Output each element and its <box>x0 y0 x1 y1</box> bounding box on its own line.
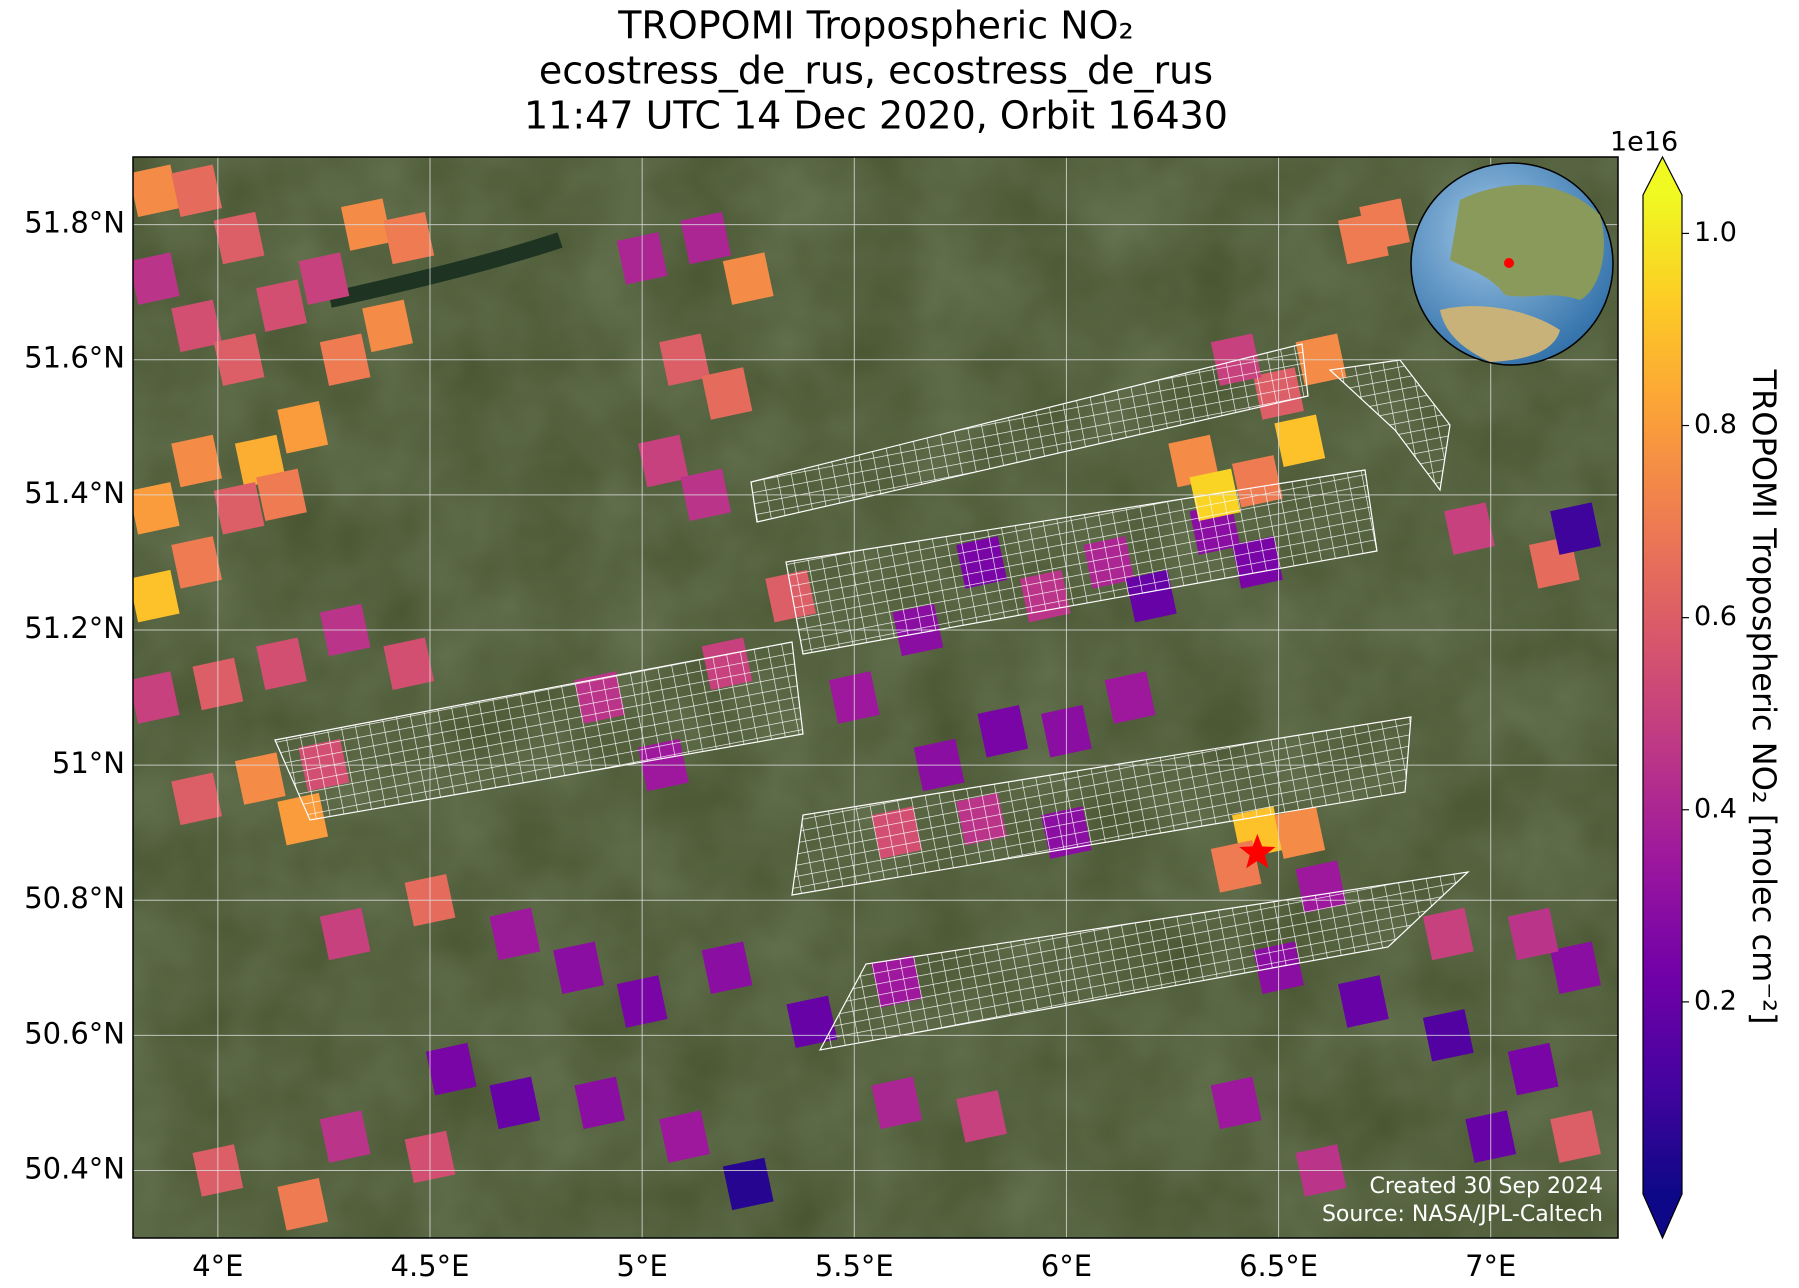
no2-pixel <box>701 941 753 994</box>
footprint <box>274 641 804 821</box>
globe-marker <box>1504 258 1514 268</box>
no2-pixel <box>133 164 180 218</box>
land <box>1440 306 1560 362</box>
x-tick-label: 5.5°E <box>815 1249 894 1283</box>
colorbar: 0.2 0.4 0.6 0.8 1.0 1e16 TROPOMI Tropospheric … <box>1610 127 1783 1240</box>
no2-pixel <box>298 252 350 305</box>
title-line: TROPOMI Tropospheric NO₂ <box>617 4 1134 48</box>
colorbar-outline <box>1642 155 1683 1240</box>
no2-pixel <box>319 907 371 961</box>
no2-pixel <box>489 1076 541 1130</box>
ecostress-footprints <box>274 343 1470 1051</box>
no2-pixel <box>659 1110 710 1163</box>
x-tick-label: 6°E <box>1041 1249 1092 1283</box>
no2-pixel <box>1104 671 1156 724</box>
no2-pixel <box>1507 907 1559 961</box>
no2-pixel <box>637 434 689 488</box>
y-tick-label: 50.4°N <box>24 1151 125 1185</box>
no2-pixel <box>574 1076 626 1130</box>
no2-pixel <box>1210 1076 1262 1130</box>
no2-pixel <box>277 1177 329 1231</box>
colorbar-extend-bottom <box>1643 1194 1682 1238</box>
no2-pixel <box>234 752 286 805</box>
no2-pixel <box>256 637 307 690</box>
no2-pixel <box>1550 941 1601 994</box>
no2-pixel <box>722 252 774 305</box>
map-area <box>133 157 1618 1238</box>
no2-pixel <box>362 299 413 353</box>
annotation: Source: NASA/JPL-Caltech <box>1322 1202 1603 1227</box>
river <box>328 232 563 308</box>
x-tick-label: 6.5°E <box>1239 1249 1318 1283</box>
no2-pixel <box>171 299 223 353</box>
footprint <box>791 716 1412 896</box>
y-tick-label: 51°N <box>52 746 125 780</box>
colorbar-tick-label: 1.0 <box>1694 217 1737 248</box>
colorbar-label: TROPOMI Tropospheric NO₂ [molec cm⁻²] <box>1745 369 1783 1025</box>
colorbar-tick-label: 0.6 <box>1694 601 1737 632</box>
no2-pixel <box>680 211 732 265</box>
no2-pixel <box>1507 1042 1559 1096</box>
no2-pixel <box>133 482 180 535</box>
y-tick-label: 50.8°N <box>24 881 125 915</box>
target-star <box>1239 833 1276 869</box>
no2-pixel <box>213 482 265 535</box>
no2-pixel <box>133 671 180 724</box>
colorbar-tick-label: 0.8 <box>1694 409 1737 440</box>
no2-pixel <box>133 569 180 623</box>
no2-pixel <box>213 211 265 265</box>
no2-pixel <box>489 907 541 961</box>
no2-pixel <box>1422 907 1474 961</box>
texts: TROPOMI Tropospheric NO₂ecostress_de_rus… <box>24 4 1603 1284</box>
no2-pixel <box>133 252 180 305</box>
no2-pixel <box>1338 975 1389 1028</box>
colorbar-body <box>1643 195 1682 1194</box>
x-tick-label: 5°E <box>617 1249 668 1283</box>
x-tick-label: 4.5°E <box>391 1249 470 1283</box>
no2-pixel <box>977 705 1029 758</box>
no2-pixel <box>1550 1110 1601 1163</box>
no2-pixel <box>1444 502 1495 555</box>
no2-pixel <box>553 941 604 994</box>
colorbar-offset: 1e16 <box>1610 127 1678 158</box>
no2-pixel <box>171 164 223 218</box>
y-tick-label: 51.8°N <box>24 206 125 240</box>
no2-pixel <box>171 772 223 826</box>
footprint <box>1328 359 1451 492</box>
no2-pixel <box>1274 806 1326 859</box>
y-tick-label: 51.4°N <box>24 476 125 510</box>
footprint <box>785 469 1378 655</box>
no2-pixel <box>171 434 223 488</box>
no2-pixel <box>319 1110 371 1163</box>
title-line: 11:47 UTC 14 Dec 2020, Orbit 16430 <box>524 94 1228 138</box>
no2-pixel <box>1274 414 1326 467</box>
no2-pixel <box>383 211 435 265</box>
no2-pixel <box>701 367 753 420</box>
no2-pixel <box>1550 502 1601 555</box>
colorbar-tick-label: 0.4 <box>1694 793 1737 824</box>
no2-pixel <box>956 1090 1007 1143</box>
x-tick-label: 7°E <box>1465 1249 1516 1283</box>
no2-pixel <box>722 1157 774 1211</box>
no2-pixel <box>425 1042 477 1096</box>
gridlines <box>133 157 1618 1238</box>
y-tick-label: 51.6°N <box>24 341 125 375</box>
map-frame <box>132 156 1619 1239</box>
land <box>1450 184 1604 300</box>
title-line: ecostress_de_rus, ecostress_de_rus <box>539 49 1213 93</box>
no2-pixel <box>171 536 223 589</box>
x-tick-label: 4°E <box>192 1249 243 1283</box>
no2-pixel <box>277 401 329 454</box>
no2-pixel <box>256 279 307 332</box>
y-tick-label: 50.6°N <box>24 1016 125 1050</box>
no2-pixel <box>383 637 435 690</box>
footprint <box>750 343 1309 523</box>
colorbar-tick-label: 0.2 <box>1694 985 1737 1016</box>
colorbar-extend-top <box>1643 157 1682 195</box>
footprint <box>818 871 1470 1051</box>
no2-pixel <box>871 1076 923 1130</box>
annotation: Created 30 Sep 2024 <box>1370 1174 1604 1199</box>
y-tick-label: 51.2°N <box>24 611 125 645</box>
